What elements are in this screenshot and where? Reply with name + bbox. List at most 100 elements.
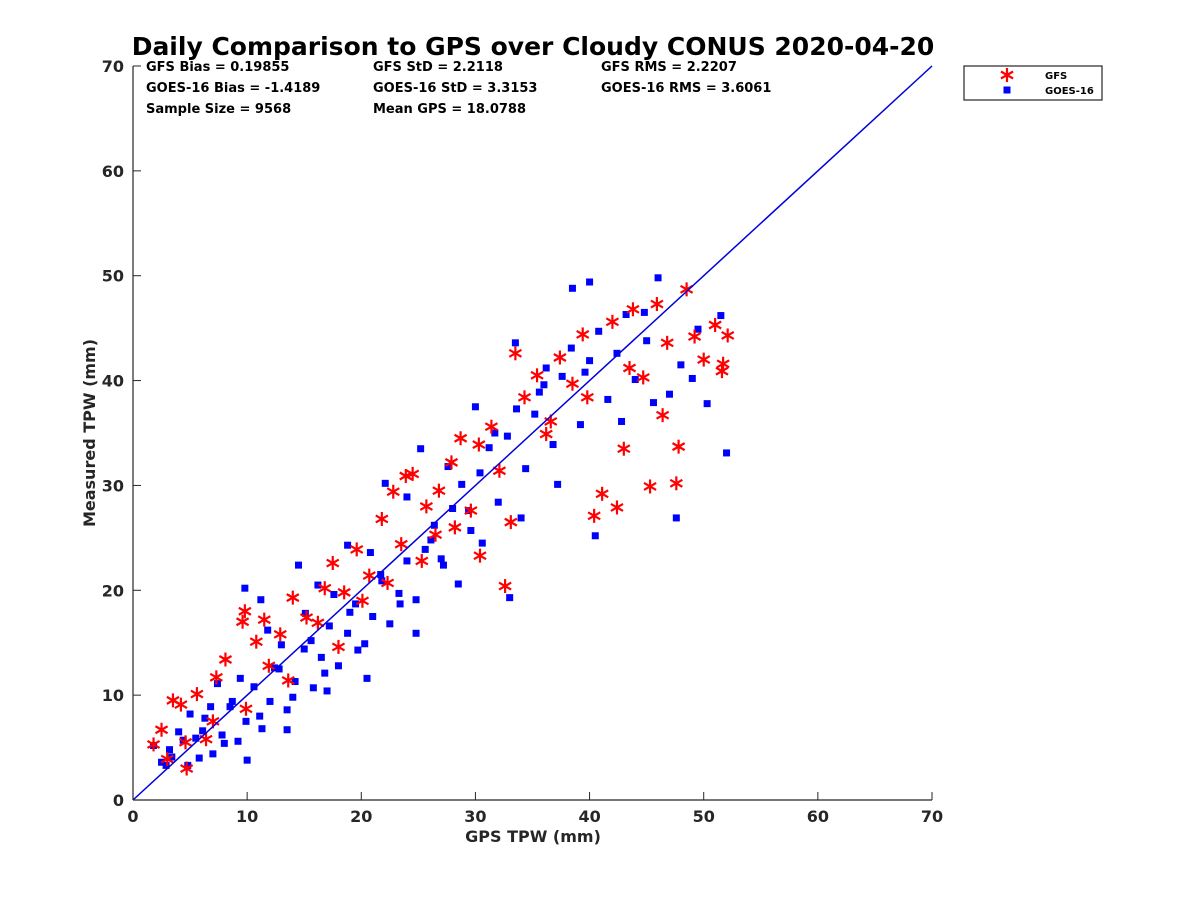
data-point — [650, 297, 664, 312]
data-point — [291, 678, 299, 686]
data-point — [636, 370, 650, 385]
data-point — [195, 754, 203, 762]
data-point — [503, 432, 511, 440]
data-point — [485, 444, 493, 452]
data-point — [375, 511, 389, 526]
chart-title: Daily Comparison to GPS over Cloudy CONU… — [132, 32, 935, 61]
data-point — [618, 417, 626, 425]
data-point — [467, 527, 475, 535]
data-point — [605, 314, 620, 329]
data-point — [604, 395, 612, 403]
data-point — [535, 388, 543, 396]
y-tick-label: 10 — [102, 686, 124, 705]
data-point — [643, 337, 651, 345]
data-point — [444, 455, 459, 470]
data-point — [184, 761, 192, 769]
data-point — [430, 521, 438, 529]
data-point — [250, 683, 258, 691]
data-point — [257, 612, 271, 627]
data-point — [317, 653, 325, 661]
data-point — [238, 604, 252, 619]
data-point — [679, 282, 694, 297]
data-point — [175, 728, 183, 736]
data-point — [406, 466, 420, 481]
data-point — [350, 542, 364, 557]
data-point — [654, 274, 662, 282]
data-point — [688, 374, 696, 382]
data-point — [622, 360, 637, 375]
legend-label-goes16: GOES-16 — [1045, 86, 1094, 97]
data-point — [174, 697, 188, 712]
data-point — [484, 419, 499, 434]
data-point — [517, 390, 532, 405]
data-point — [568, 284, 576, 292]
data-point — [504, 515, 518, 530]
data-point — [361, 640, 369, 648]
data-point — [432, 483, 446, 498]
data-point — [522, 465, 530, 473]
data-point — [449, 504, 457, 512]
data-point — [464, 503, 478, 518]
data-point — [421, 545, 429, 553]
y-tick-label: 40 — [102, 372, 124, 391]
data-point — [723, 449, 731, 457]
data-point — [386, 484, 400, 499]
data-point — [415, 553, 429, 568]
data-point — [192, 734, 200, 742]
data-point — [330, 590, 338, 598]
data-point — [517, 514, 525, 522]
data-point — [576, 327, 590, 342]
data-point — [242, 717, 250, 725]
data-point — [213, 680, 221, 688]
data-point — [403, 557, 411, 565]
data-point — [660, 335, 674, 350]
data-point — [162, 761, 170, 769]
y-tick-label: 30 — [102, 476, 124, 495]
data-point — [258, 725, 266, 733]
data-point — [299, 610, 314, 625]
data-point — [703, 400, 711, 408]
data-point — [249, 634, 263, 649]
data-point — [289, 693, 297, 701]
plot-axes: 0 10 20 30 40 50 60 70 0 10 20 30 40 50 60 70 — [102, 57, 943, 826]
data-point — [154, 722, 169, 737]
data-point — [186, 710, 194, 718]
data-point — [498, 579, 512, 594]
data-point — [553, 350, 567, 365]
data-point — [326, 556, 340, 571]
data-point — [471, 403, 479, 411]
data-point — [199, 727, 207, 735]
data-point — [344, 541, 352, 549]
data-point — [427, 536, 435, 544]
data-point — [220, 739, 228, 747]
data-point — [554, 480, 562, 488]
data-point — [672, 514, 680, 522]
data-point — [352, 600, 360, 608]
data-point — [386, 620, 394, 628]
data-point — [209, 750, 217, 758]
y-tick-label: 70 — [102, 57, 124, 76]
data-point — [300, 645, 308, 653]
data-point — [236, 674, 244, 682]
data-point — [166, 746, 174, 754]
data-point — [380, 575, 395, 590]
chart-body: Daily Comparison to GPS over Cloudy CONU… — [80, 32, 1103, 846]
data-point — [301, 609, 309, 617]
data-point — [539, 427, 553, 442]
data-point — [1000, 68, 1014, 82]
data-point — [273, 627, 287, 642]
data-point — [262, 658, 276, 673]
data-point — [473, 548, 487, 563]
data-point — [694, 325, 702, 333]
data-point — [377, 571, 385, 579]
data-point — [295, 561, 303, 569]
data-point — [640, 308, 648, 316]
data-point — [444, 463, 452, 471]
data-point — [540, 381, 548, 389]
data-point — [458, 480, 466, 488]
data-point — [286, 590, 300, 605]
data-point — [454, 580, 462, 588]
data-point — [412, 596, 420, 604]
data-point — [239, 701, 253, 716]
data-point — [321, 669, 329, 677]
